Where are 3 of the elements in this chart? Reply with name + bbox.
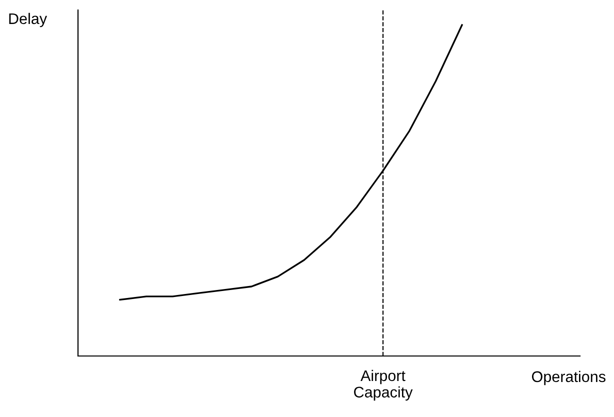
text: Airport Capacity [354, 370, 413, 401]
y-axis-title: Delay [9, 12, 48, 28]
x-axis-title: Operations [532, 370, 606, 386]
